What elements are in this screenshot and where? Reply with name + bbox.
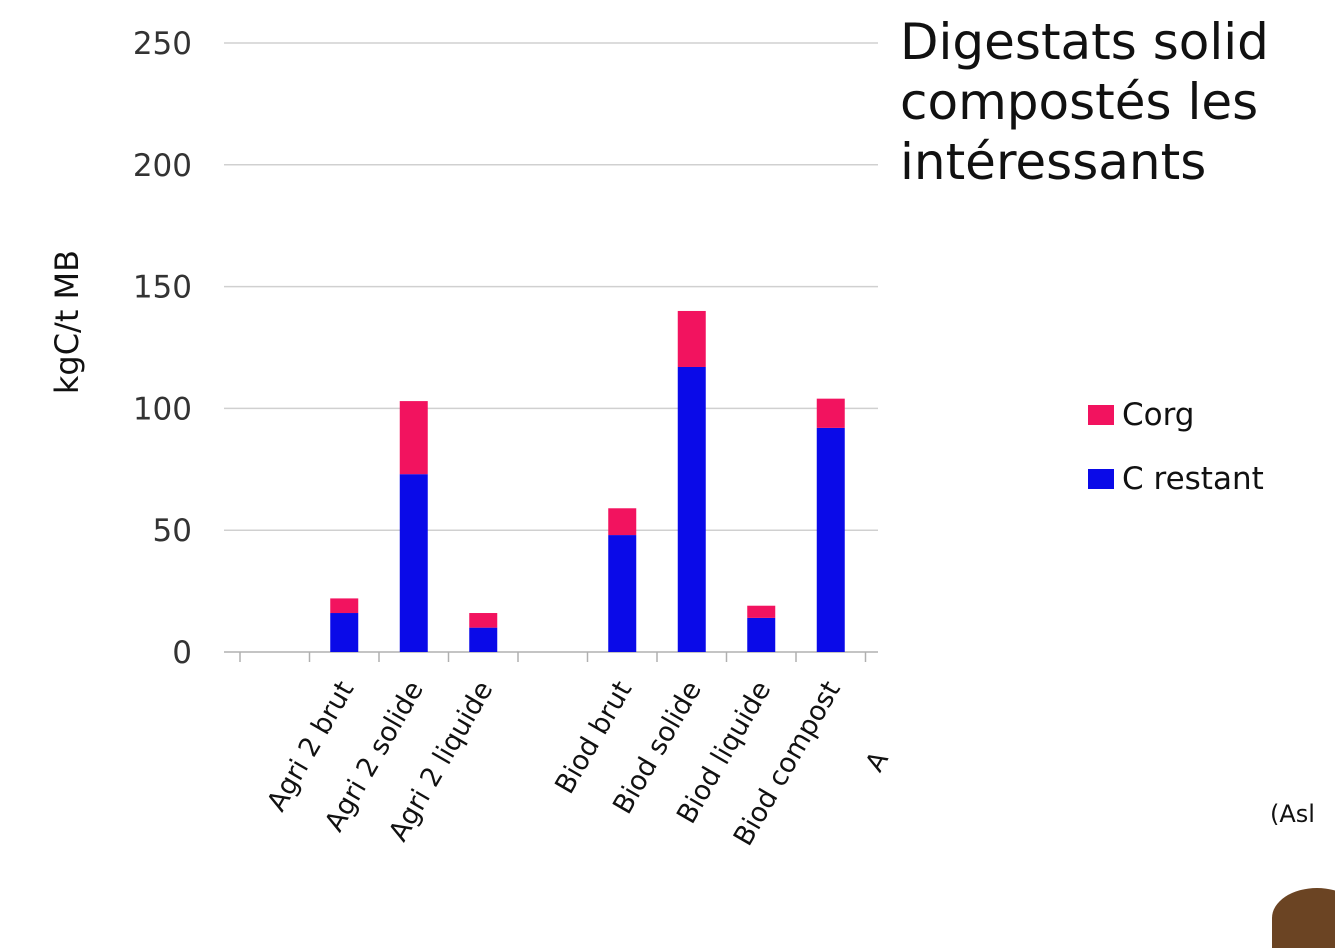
legend-swatch-corg <box>1088 405 1114 425</box>
bar-segment-c-restant <box>816 427 845 652</box>
x-axis <box>224 651 878 662</box>
y-tick-labels: 0 50 100 150 200 250 <box>133 26 192 671</box>
bar-segment-corg <box>330 598 359 614</box>
bar-segment-c-restant <box>399 474 428 652</box>
slide-title-line-3: intéressants <box>900 133 1207 191</box>
bar-segment-corg <box>469 613 498 628</box>
bars <box>330 310 845 652</box>
y-tick-label: 0 <box>172 635 192 671</box>
y-tick-label: 200 <box>133 148 192 184</box>
y-tick-label: 250 <box>133 26 192 62</box>
slide-title-line-1: Digestats solid <box>900 13 1269 71</box>
citation: (Asl <box>1270 800 1315 828</box>
y-tick-label: 150 <box>133 270 192 306</box>
chart-legend: Corg C restant <box>1088 395 1264 499</box>
bar-segment-c-restant <box>469 627 498 652</box>
y-tick-label: 100 <box>133 391 192 427</box>
bar-segment-c-restant <box>677 366 706 652</box>
bar-segment-corg <box>677 310 706 367</box>
bar-segment-c-restant <box>330 613 359 652</box>
legend-swatch-c-restant <box>1088 469 1114 489</box>
bar-segment-c-restant <box>747 617 776 652</box>
bar-segment-c-restant <box>608 535 637 652</box>
legend-item-c-restant: C restant <box>1088 459 1264 499</box>
slide-title-line-2: compostés les <box>900 73 1259 131</box>
legend-item-corg: Corg <box>1088 395 1264 435</box>
y-tick-label: 50 <box>153 513 192 549</box>
bar-segment-corg <box>399 401 428 475</box>
legend-label-corg: Corg <box>1122 397 1195 433</box>
photo-thumbnail <box>1272 888 1335 948</box>
legend-label-c-restant: C restant <box>1122 461 1264 497</box>
gridlines <box>224 42 878 531</box>
bar-segment-corg <box>608 508 637 536</box>
bar-segment-corg <box>747 605 776 618</box>
y-axis-label: kgC/t MB <box>48 250 86 394</box>
bar-segment-corg <box>816 398 845 428</box>
